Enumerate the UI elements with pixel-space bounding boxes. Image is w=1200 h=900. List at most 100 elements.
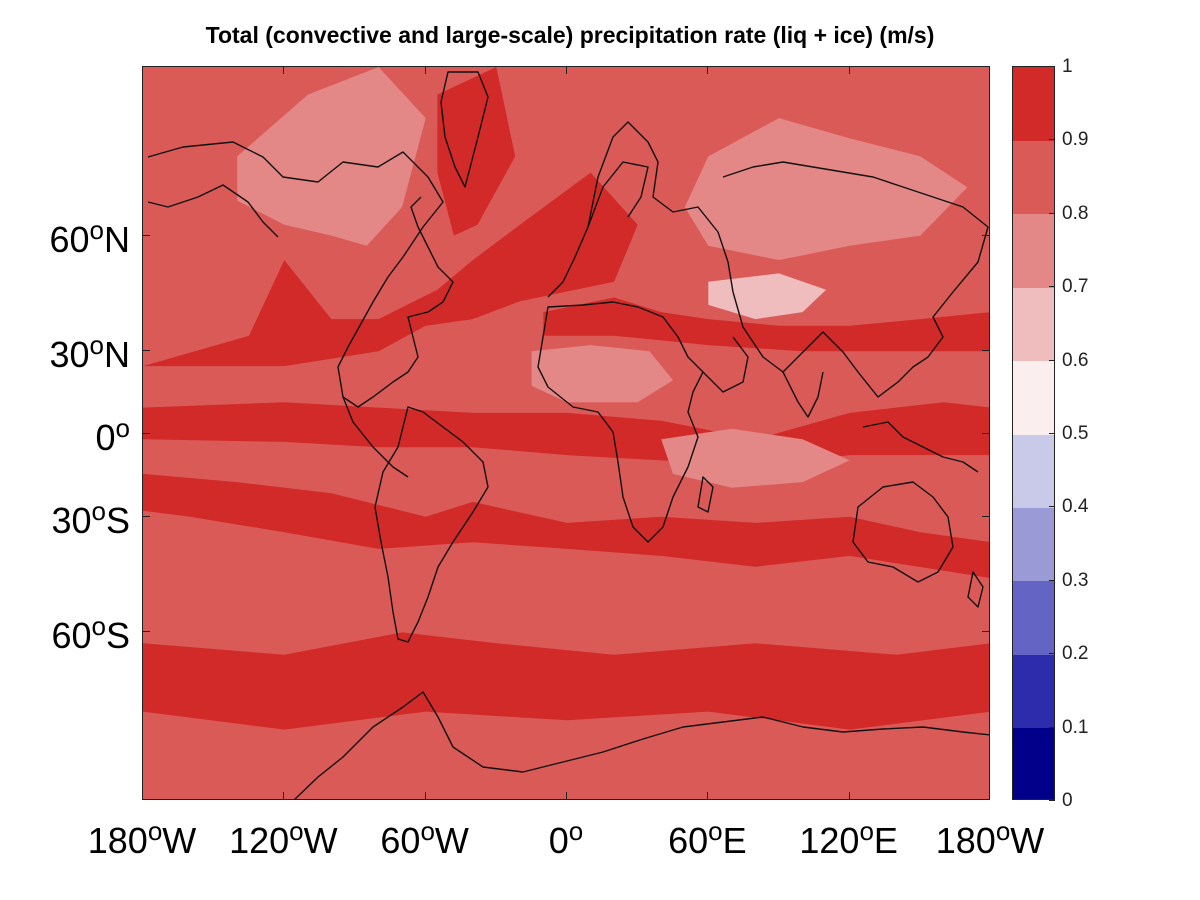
coastline-new-zealand <box>967 571 984 608</box>
y-tick-label: 60oS <box>0 613 130 654</box>
degree-symbol: o <box>91 495 106 526</box>
x-tick-mark <box>142 792 143 800</box>
colorbar-tick-label: 0.4 <box>1062 496 1089 518</box>
degree-symbol: o <box>91 611 106 642</box>
degree-symbol: o <box>89 330 104 361</box>
region-greenland-dark <box>437 67 516 236</box>
colorbar-tick-mark <box>1049 800 1055 801</box>
x-tick-label: 60oW <box>335 818 515 859</box>
colorbar-tick-label: 0.3 <box>1062 569 1089 591</box>
region-north-africa-light <box>531 345 673 403</box>
colorbar-tick-mark <box>1049 139 1055 141</box>
region-antarctica-interior <box>143 739 989 799</box>
y-tick-label: 0o <box>0 413 131 458</box>
x-tick-hemisphere: W <box>1010 820 1045 861</box>
x-tick-mark <box>566 792 567 800</box>
y-tick-label: 30oS <box>0 498 130 539</box>
coastline-europe <box>547 121 734 298</box>
x-tick-mark <box>848 792 850 800</box>
y-tick-hemisphere: N <box>104 334 130 376</box>
x-tick-mark <box>989 792 990 800</box>
x-tick-value: 60 <box>380 820 421 861</box>
coastline-north-america <box>147 141 454 408</box>
region-siberia-light <box>684 118 968 261</box>
y-tick-mark <box>982 433 990 434</box>
coastline-scandinavia <box>587 161 649 228</box>
x-tick-mark <box>566 66 567 74</box>
x-tick-mark <box>989 66 990 74</box>
map-plot-area <box>142 66 990 800</box>
colorbar-tick-mark <box>1049 66 1055 67</box>
colorbar-tick-label: 0.2 <box>1062 643 1089 665</box>
precipitation-regions <box>143 67 989 799</box>
x-tick-mark <box>142 66 143 74</box>
colorbar-tick-label: 0.7 <box>1062 276 1089 298</box>
y-tick-mark <box>982 515 990 517</box>
x-tick-mark <box>424 792 426 800</box>
degree-symbol: o <box>420 816 435 846</box>
degree-symbol: o <box>89 214 104 245</box>
colorbar-segment <box>1013 360 1054 435</box>
y-tick-hemisphere: S <box>105 615 130 657</box>
coastline-antarctica <box>294 691 989 799</box>
coastline-alaska <box>147 184 279 238</box>
x-tick-mark <box>707 66 709 74</box>
x-tick-hemisphere: E <box>722 820 747 861</box>
x-tick-value: 0 <box>548 820 569 861</box>
y-tick-label: 30oN <box>0 332 130 373</box>
colorbar-segment <box>1013 654 1054 729</box>
y-tick-hemisphere: N <box>104 218 130 260</box>
colorbar-tick-mark <box>1049 286 1055 288</box>
y-tick-value: 30 <box>51 499 92 541</box>
degree-symbol: o <box>147 816 163 846</box>
y-tick-value: 0 <box>95 417 116 458</box>
x-tick-value: 180 <box>87 820 148 861</box>
y-tick-mark <box>142 234 150 236</box>
colorbar-segment <box>1013 727 1054 799</box>
colorbar-tick-mark <box>1049 506 1055 508</box>
coastlines <box>147 71 989 799</box>
degree-symbol: o <box>568 816 584 846</box>
x-tick-label: 180oW <box>900 818 1080 859</box>
region-south-pacific-band <box>143 473 989 578</box>
y-tick-mark <box>982 350 990 352</box>
degree-symbol: o <box>995 816 1011 846</box>
colorbar-tick-label: 0.8 <box>1062 202 1089 224</box>
y-tick-mark <box>142 515 150 517</box>
colorbar-tick-mark <box>1049 726 1055 728</box>
y-tick-mark <box>982 631 990 633</box>
colorbar-segment <box>1013 580 1054 655</box>
y-tick-mark <box>982 234 990 236</box>
map-svg <box>143 67 989 799</box>
x-tick-hemisphere: W <box>162 820 197 861</box>
x-tick-mark <box>283 66 285 74</box>
y-tick-value: 60 <box>51 615 92 657</box>
colorbar-segment <box>1013 67 1054 141</box>
coastline-greenland <box>440 71 489 188</box>
x-tick-mark <box>707 792 709 800</box>
coastline-arabia <box>702 336 749 393</box>
x-tick-label: 120oW <box>193 818 373 859</box>
colorbar-tick-label: 0.6 <box>1062 349 1089 371</box>
region-indian-ocean-light <box>661 428 850 488</box>
x-tick-value: 180 <box>935 820 996 861</box>
coastline-australia <box>852 481 954 583</box>
degree-symbol: o <box>115 413 130 443</box>
y-tick-value: 60 <box>49 218 90 260</box>
coastline-central-america <box>342 396 409 478</box>
x-tick-label: 60oE <box>617 818 797 859</box>
colorbar-tick-label: 0.9 <box>1062 129 1089 151</box>
x-tick-label: 0o <box>476 818 656 859</box>
x-tick-mark <box>424 66 426 74</box>
x-tick-hemisphere: E <box>873 820 898 861</box>
colorbar-segment <box>1013 287 1054 362</box>
region-southern-ocean-mid <box>143 570 989 633</box>
coastline-asia <box>722 161 989 398</box>
x-tick-value: 60 <box>668 820 709 861</box>
y-tick-mark <box>142 631 150 633</box>
colorbar-segment <box>1013 213 1054 288</box>
chart-title: Total (convective and large-scale) preci… <box>205 22 935 48</box>
degree-symbol: o <box>708 816 723 846</box>
coastline-south-america <box>374 406 489 643</box>
region-arctic-canada-light <box>237 67 426 246</box>
